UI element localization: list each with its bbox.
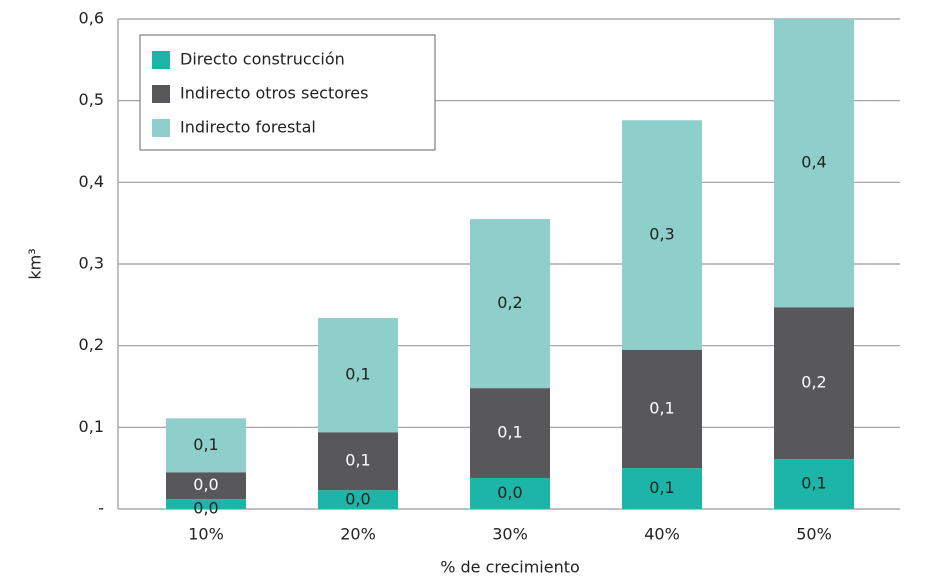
data-label: 0,3 [649,225,674,244]
data-label: 0,1 [801,474,826,493]
data-label: 0,1 [649,398,674,417]
bar-segment [318,317,398,433]
data-label: 0,0 [193,475,218,494]
data-label: 0,1 [193,435,218,454]
data-label: 0,1 [345,365,370,384]
legend-swatch [152,85,170,103]
y-tick-label: 0,2 [79,335,104,354]
legend-label: Indirecto forestal [180,118,316,137]
bar-segment [622,120,702,350]
bar-segment [470,477,550,509]
data-label: 0,2 [497,293,522,312]
x-tick-label: 50% [796,525,832,544]
y-tick-label: 0,5 [79,90,104,109]
bar-segment [318,490,398,509]
data-label: 0,0 [497,483,522,502]
y-tick-label: 0,1 [79,417,104,436]
data-label: 0,2 [801,373,826,392]
x-axis-label: % de crecimiento [440,558,580,577]
x-tick-label: 40% [644,525,680,544]
bar-segment [622,349,702,469]
bar-segment [166,472,246,500]
y-tick-label: - [98,499,104,518]
y-tick-label: 0,4 [79,172,104,191]
data-label: 0,1 [345,451,370,470]
bar-segment [774,19,854,308]
y-tick-label: 0,3 [79,254,104,273]
data-label: 0,0 [193,499,218,518]
data-label: 0,0 [345,490,370,509]
data-label: 0,1 [497,423,522,442]
bar-segment [470,388,550,478]
y-axis-label: km³ [26,248,45,279]
y-tick-label: 0,6 [79,9,104,28]
data-label: 0,4 [801,153,826,172]
bar-segment [774,459,854,509]
bar-segment [470,219,550,389]
bar-segment [774,307,854,460]
x-tick-label: 10% [188,525,224,544]
x-tick-label: 20% [340,525,376,544]
bar-segment [622,468,702,509]
bar-segment [166,499,246,509]
bar-segment [318,432,398,491]
x-tick-label: 30% [492,525,528,544]
legend-label: Directo construcción [180,50,345,69]
legend-swatch [152,119,170,137]
legend-swatch [152,51,170,69]
legend-box [139,34,436,151]
legend-label: Indirecto otros sectores [180,84,368,103]
data-label: 0,1 [649,478,674,497]
bar-segment [166,418,246,473]
